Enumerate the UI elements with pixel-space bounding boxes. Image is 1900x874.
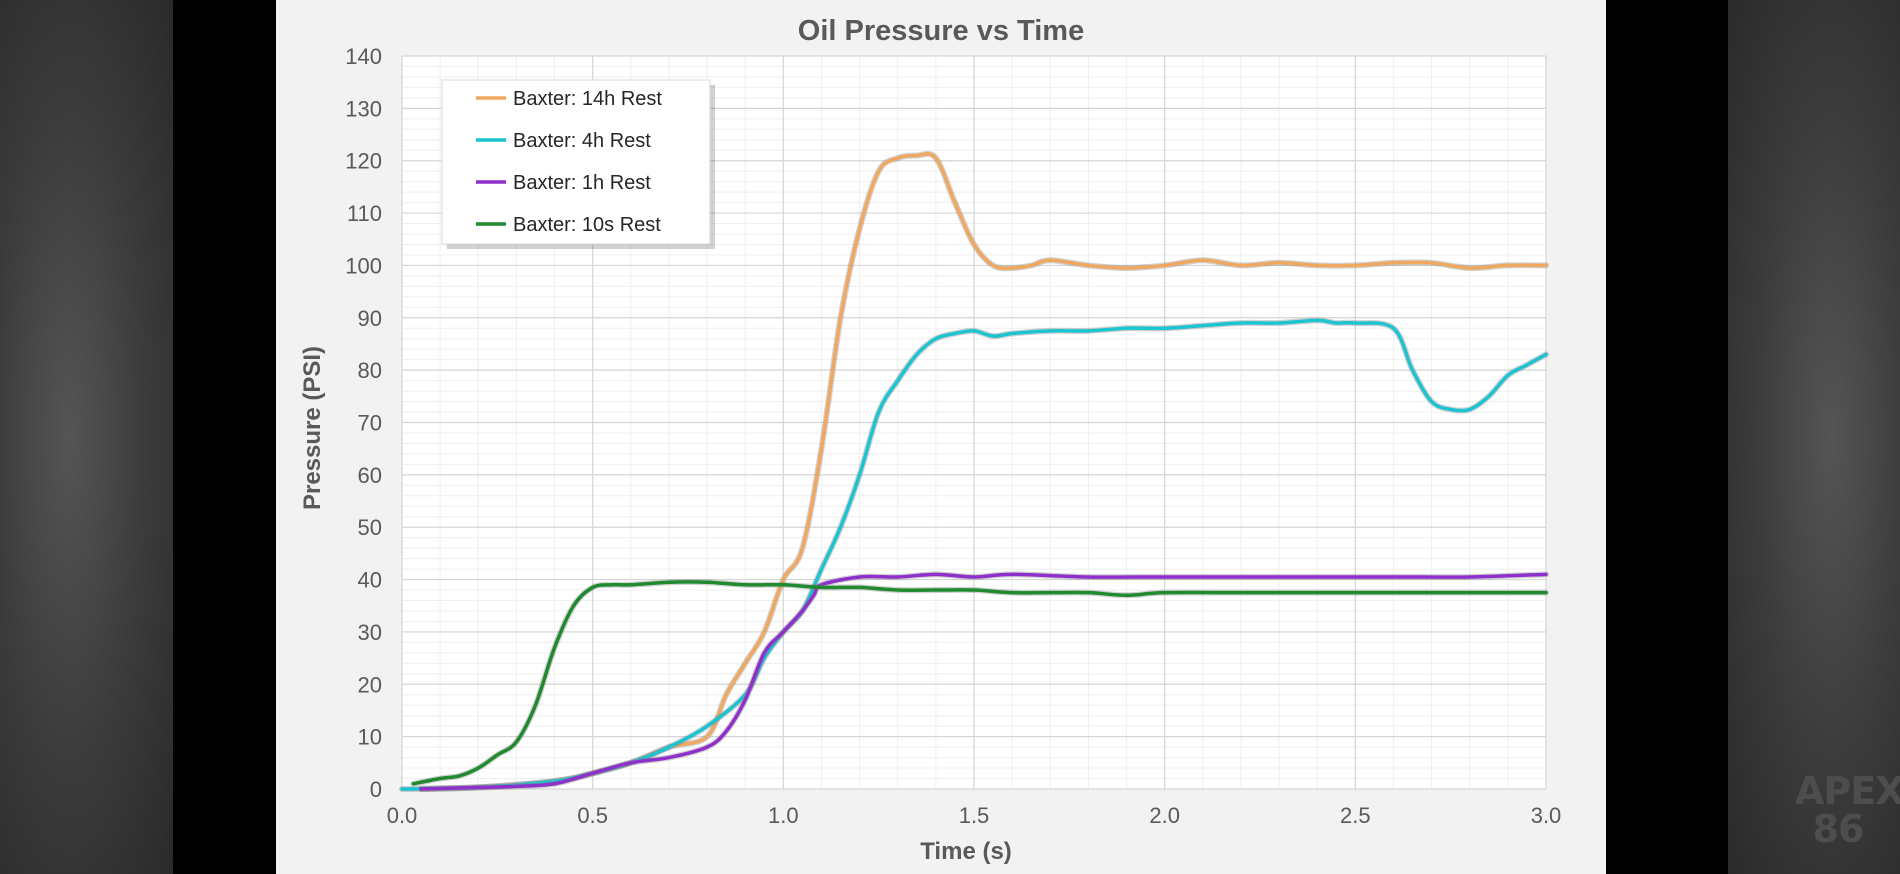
- y-axis-label: Pressure (PSI): [299, 346, 326, 510]
- legend-label: Baxter: 14h Rest: [513, 88, 662, 110]
- series-line-2: [400, 318, 1548, 791]
- y-tick-label: 90: [358, 306, 382, 331]
- x-tick-label: 0.5: [577, 803, 608, 828]
- apex86-watermark-logo: APEX 86: [1795, 769, 1900, 851]
- x-tick-label: 0.0: [387, 803, 418, 828]
- y-tick-label: 140: [345, 44, 382, 69]
- y-tick-label: 0: [370, 777, 382, 802]
- x-tick-label: 1.5: [959, 803, 990, 828]
- y-tick-label: 80: [358, 358, 382, 383]
- right-background-panel: [1728, 0, 1900, 874]
- y-tick-label: 70: [358, 411, 382, 436]
- y-tick-label: 50: [358, 515, 382, 540]
- series-line-3: [419, 572, 1548, 791]
- y-tick-label: 100: [345, 253, 382, 278]
- x-axis-tick-labels: 0.0 0.5 1.0 1.5 2.0 2.5 3.0: [387, 803, 1562, 828]
- legend-label: Baxter: 10s Rest: [513, 214, 661, 236]
- y-tick-label: 10: [358, 725, 382, 750]
- y-tick-label: 20: [358, 672, 382, 697]
- y-tick-label: 110: [347, 201, 382, 226]
- y-tick-label: 30: [358, 620, 382, 645]
- chart-title: Oil Pressure vs Time: [798, 15, 1084, 47]
- y-axis-tick-labels: 0 10 20 30 40 50 60 70 80 90 100 110 120 130 140: [345, 44, 382, 802]
- x-axis-label: Time (s): [920, 838, 1012, 865]
- x-tick-label: 2.5: [1340, 803, 1371, 828]
- y-tick-label: 40: [358, 568, 382, 593]
- legend-label: Baxter: 4h Rest: [513, 130, 651, 152]
- series-lines: [399, 150, 1549, 792]
- major-gridlines: [401, 55, 1547, 790]
- chart-panel: 0 10 20 30 40 50 60 70 80 90 100 110 120 130 140 0.0 0.…: [276, 0, 1606, 874]
- legend: Baxter: 14h Rest Baxter: 4h Rest Baxter: 1…: [441, 79, 715, 249]
- right-letterbox-bar: [1606, 0, 1728, 874]
- x-tick-label: 3.0: [1531, 803, 1562, 828]
- x-tick-label: 1.0: [768, 803, 799, 828]
- legend-label: Baxter: 1h Rest: [513, 172, 651, 194]
- y-tick-label: 130: [345, 96, 382, 121]
- y-tick-label: 60: [358, 463, 382, 488]
- series-line-4: [411, 580, 1548, 786]
- left-background-panel: [0, 0, 173, 874]
- y-tick-label: 120: [345, 149, 382, 174]
- x-tick-label: 2.0: [1149, 803, 1180, 828]
- series-line-1: [419, 152, 1548, 791]
- left-letterbox-bar: [173, 0, 276, 874]
